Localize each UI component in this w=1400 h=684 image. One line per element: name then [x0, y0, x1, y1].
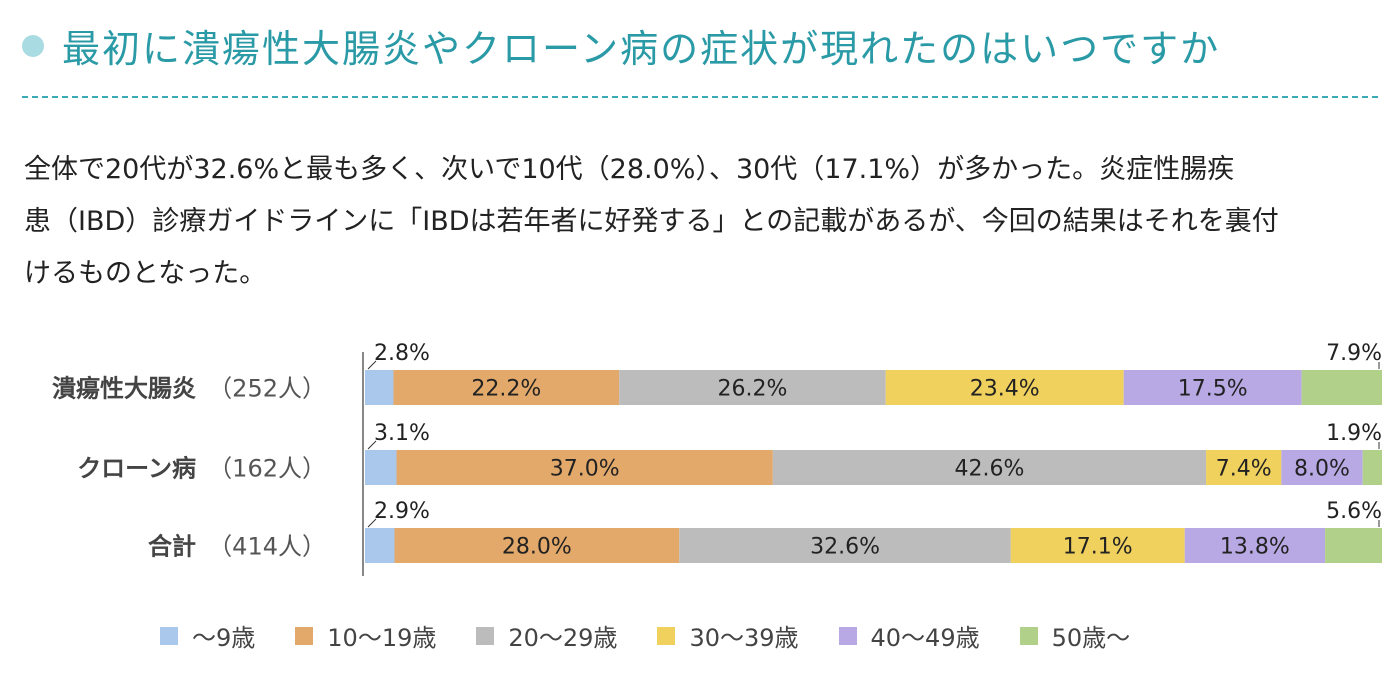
- data-label: 7.9%: [1326, 341, 1382, 366]
- legend-item: 40～49歳: [838, 618, 980, 653]
- legend-swatch: [295, 626, 314, 645]
- title-bullet-icon: [22, 34, 44, 57]
- data-label: 22.2%: [471, 377, 541, 402]
- chart-legend: ～9歳 10～19歳 20～29歳 30～39歳 40～49歳 50歳～: [160, 618, 1170, 653]
- data-label: 37.0%: [550, 457, 620, 482]
- bar-segment: [772, 450, 1207, 485]
- bar-segment: [365, 528, 395, 563]
- legend-item: 30～39歳: [657, 618, 799, 653]
- data-label: 13.8%: [1220, 535, 1290, 560]
- category-label: クローン病: [77, 455, 196, 483]
- category-count-label: （414人）: [208, 533, 326, 561]
- legend-label: 30～39歳: [689, 624, 799, 652]
- bar-segment: [365, 450, 397, 485]
- legend-label: 20～29歳: [508, 624, 618, 652]
- bar-segment: [1123, 370, 1302, 405]
- data-label: 3.1%: [374, 421, 430, 446]
- description-text: 全体で20代が32.6%と最も多く、次いで10代（28.0%）、30代（17.1…: [24, 144, 1384, 300]
- page-title-row: 最初に潰瘍性大腸炎やクローン病の症状が現れたのはいつですか: [22, 18, 1220, 73]
- legend-swatch: [1019, 626, 1038, 645]
- bar-segment: [1206, 450, 1282, 485]
- legend-swatch: [476, 626, 495, 645]
- bar-segment: [1281, 450, 1363, 485]
- category-count-label: （162人）: [208, 455, 326, 483]
- data-label: 2.8%: [374, 341, 430, 366]
- bar-segment: [679, 528, 1011, 563]
- description-line-2: 患（IBD）診療ガイドラインに「IBDは若年者に好発する」との記載があるが、今回…: [24, 206, 1279, 237]
- legend-label: 40～49歳: [870, 624, 980, 652]
- legend-item: 50歳～: [1019, 618, 1131, 653]
- data-label-leader: [367, 360, 377, 370]
- legend-label: 50歳～: [1051, 624, 1131, 652]
- bar-segment: [394, 528, 680, 563]
- legend-swatch: [657, 626, 676, 645]
- bar-segment: [1010, 528, 1185, 563]
- bar-segment: [1325, 528, 1382, 563]
- data-label: 42.6%: [954, 457, 1024, 482]
- category-count-label: （252人）: [208, 375, 326, 403]
- data-label: 32.6%: [810, 535, 880, 560]
- bar-segment: [1184, 528, 1326, 563]
- legend-label: ～9歳: [192, 624, 256, 652]
- bar-segment: [365, 370, 394, 405]
- bar-segment: [619, 370, 886, 405]
- page-title: 最初に潰瘍性大腸炎やクローン病の症状が現れたのはいつですか: [62, 27, 1221, 71]
- description-line-3: けるものとなった。: [24, 258, 267, 289]
- data-label: 2.9%: [374, 499, 430, 524]
- bar-segment: [1301, 370, 1382, 405]
- stacked-bar-chart: 潰瘍性大腸炎 （252人） 2.8% 22.2% 26.2% 23.4% 17.5% 7.9%…: [52, 341, 1382, 576]
- data-label: 23.4%: [970, 377, 1040, 402]
- bar-segment: [396, 450, 773, 485]
- description-line-1: 全体で20代が32.6%と最も多く、次いで10代（28.0%）、30代（17.1…: [24, 154, 1235, 185]
- legend-item: 20～29歳: [476, 618, 617, 653]
- data-label: 17.5%: [1178, 377, 1248, 402]
- data-label: 5.6%: [1326, 499, 1382, 524]
- legend-label: 10～19歳: [327, 624, 437, 652]
- data-label-leader: [367, 440, 377, 450]
- bar-segment: [1362, 450, 1382, 485]
- category-label: 合計: [148, 533, 196, 561]
- data-label: 8.0%: [1294, 457, 1350, 482]
- data-label-leader: [367, 518, 377, 528]
- data-label: 26.2%: [718, 377, 788, 402]
- title-divider: [22, 96, 1378, 98]
- data-label: 7.4%: [1216, 457, 1272, 482]
- category-label: 潰瘍性大腸炎: [52, 375, 196, 403]
- legend-item: ～9歳: [160, 618, 255, 653]
- data-label: 17.1%: [1063, 535, 1133, 560]
- legend-swatch: [838, 626, 857, 645]
- legend-item: 10～19歳: [295, 618, 436, 653]
- data-label: 1.9%: [1326, 421, 1382, 446]
- data-label: 28.0%: [502, 535, 572, 560]
- bar-segment: [393, 370, 620, 405]
- bar-segment: [885, 370, 1124, 405]
- legend-swatch: [160, 626, 178, 645]
